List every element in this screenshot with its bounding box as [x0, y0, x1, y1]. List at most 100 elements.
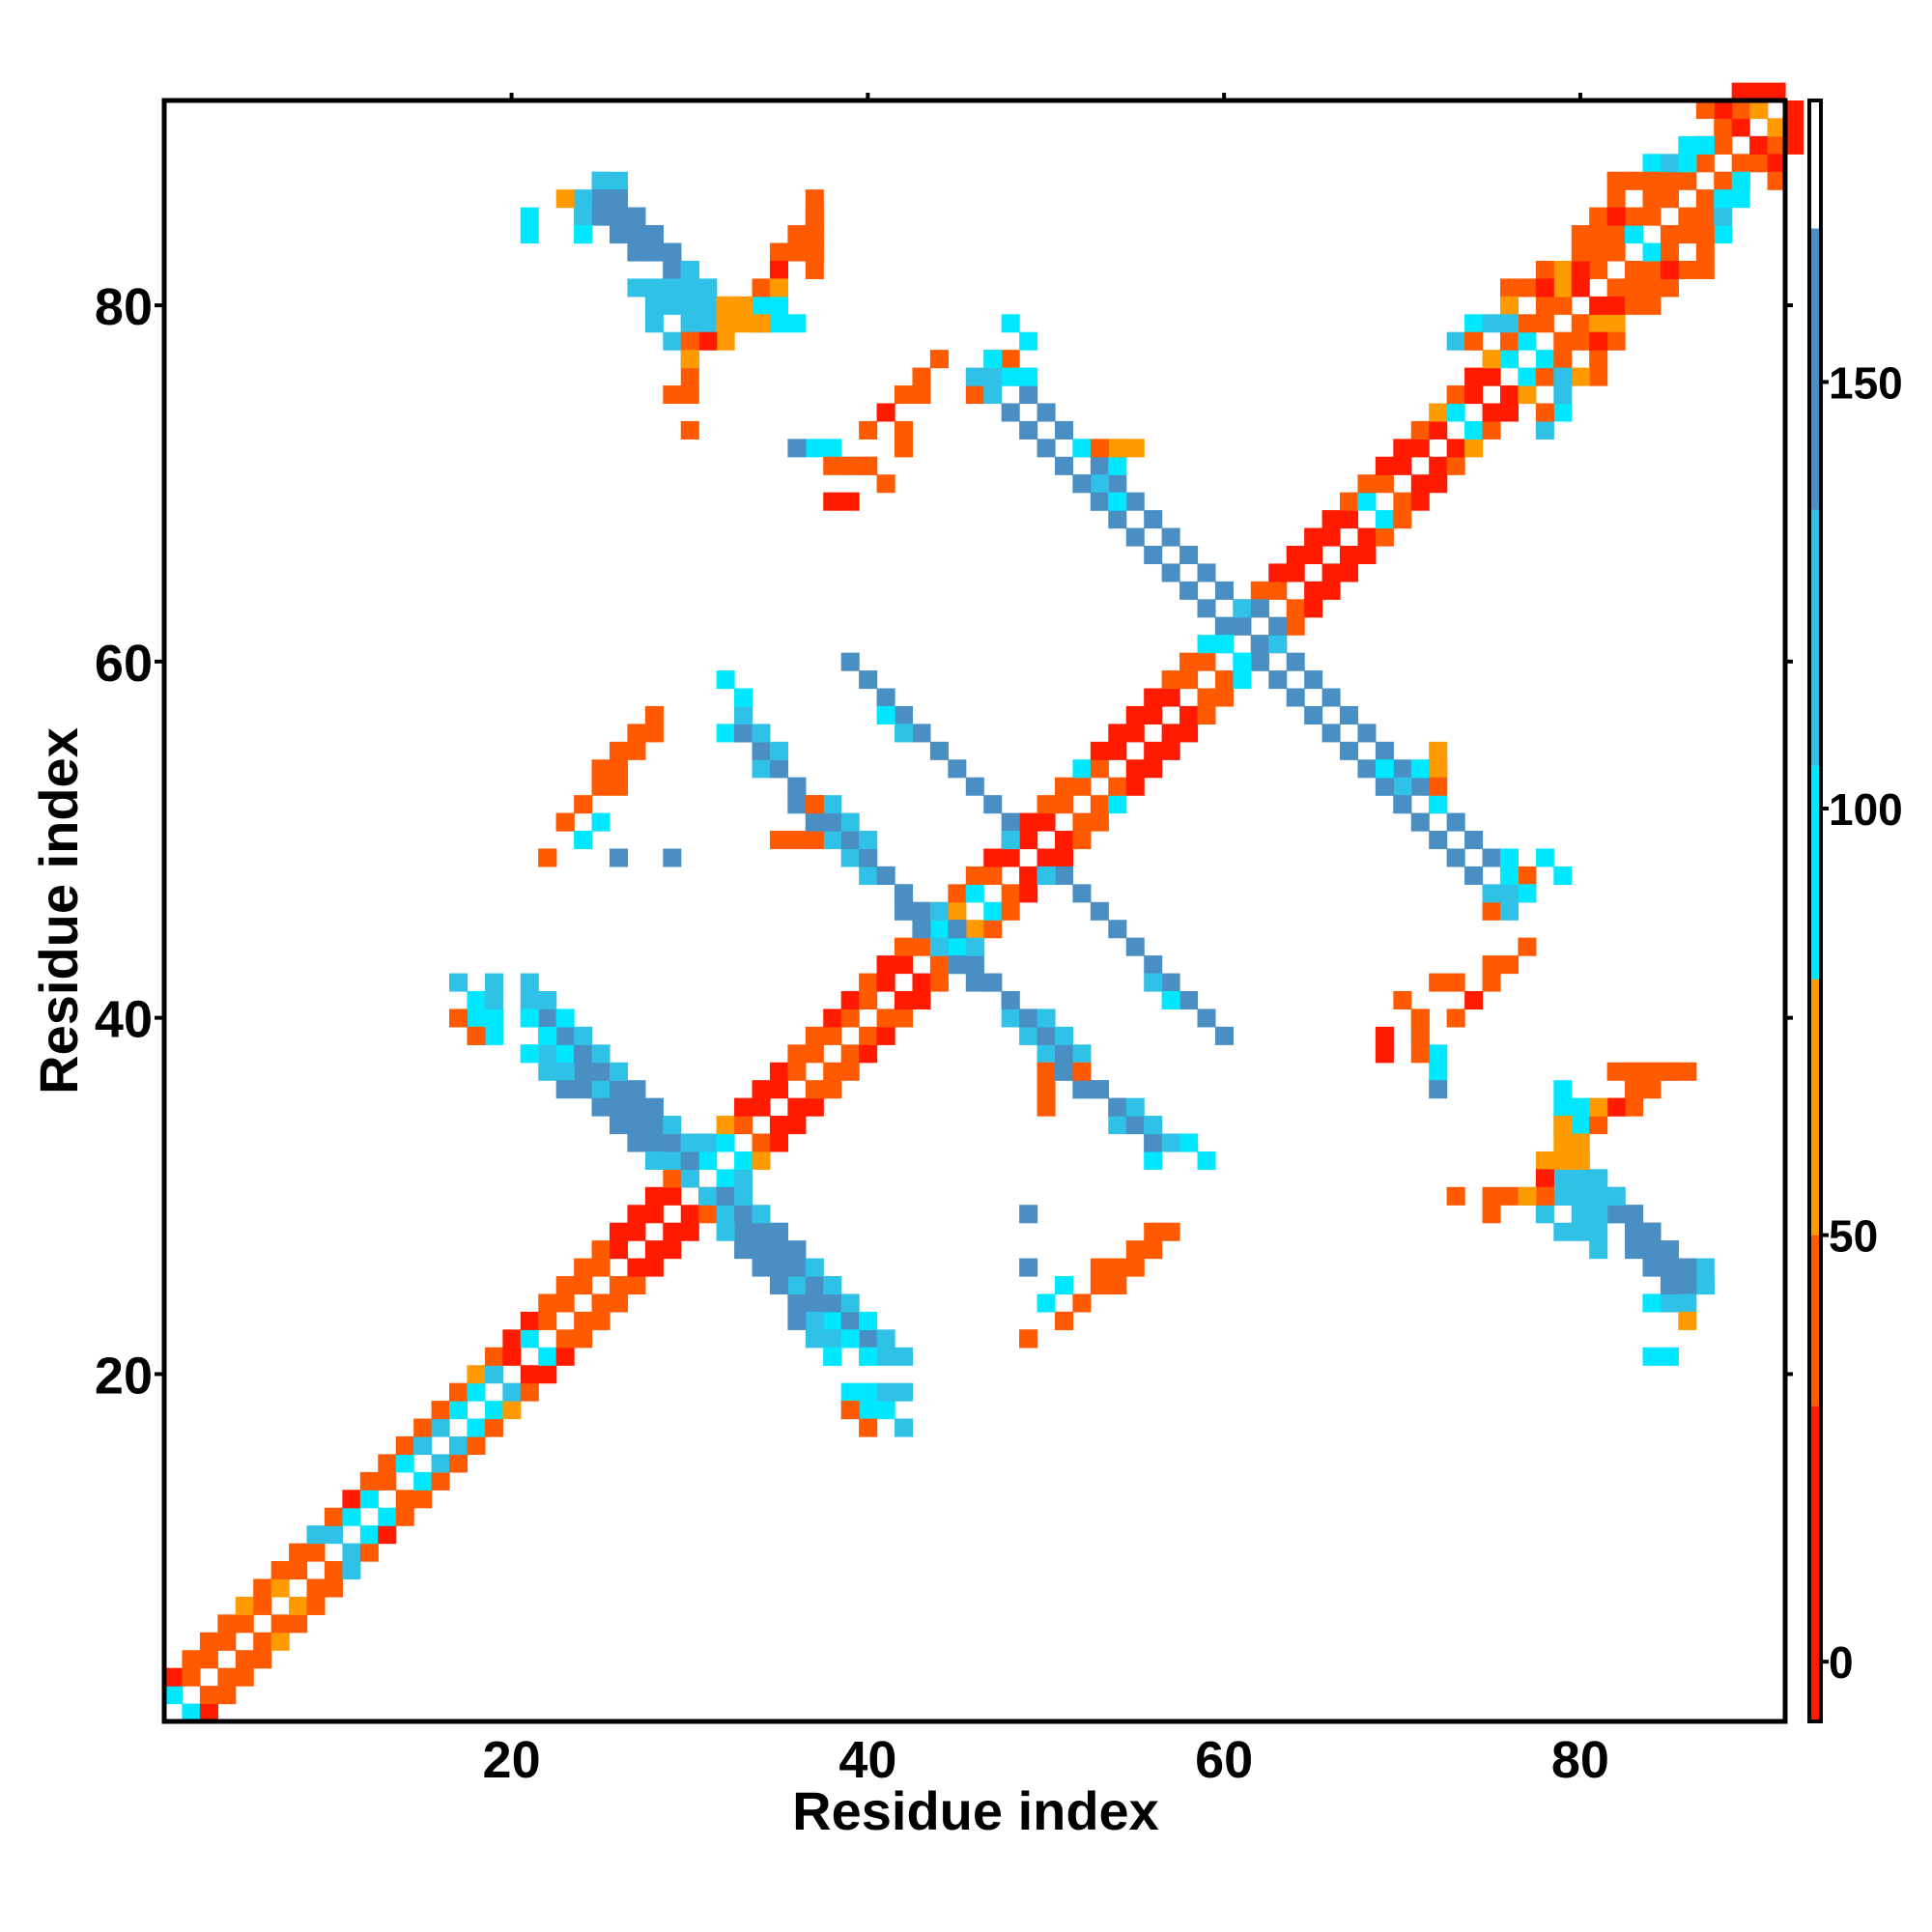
heatmap-cell: [1571, 1133, 1590, 1152]
heatmap-cell: [698, 1205, 718, 1224]
heatmap-cell: [520, 1365, 539, 1384]
heatmap-cell: [1571, 1151, 1590, 1170]
heatmap-cell: [609, 777, 629, 796]
heatmap-cell: [1108, 1276, 1127, 1295]
heatmap-cell: [1161, 563, 1180, 582]
heatmap-cell: [1090, 1276, 1109, 1295]
heatmap-cell: [1642, 1240, 1662, 1260]
heatmap-cell: [1037, 1062, 1056, 1081]
heatmap-cell: [1767, 118, 1786, 137]
heatmap-cell: [1499, 884, 1520, 903]
heatmap-cell: [1625, 207, 1644, 226]
heatmap-cell: [199, 1703, 218, 1722]
heatmap-cell: [324, 1561, 343, 1580]
heatmap-cell: [1125, 705, 1145, 724]
colorbar-band: [1809, 1406, 1821, 1721]
heatmap-cell: [734, 1116, 753, 1135]
heatmap-cell: [1072, 439, 1092, 458]
heatmap-cell: [1019, 1329, 1038, 1349]
heatmap-cell: [289, 1614, 308, 1634]
heatmap-cell: [270, 1561, 290, 1580]
heatmap-cell: [591, 1080, 611, 1099]
heatmap-cell: [1767, 82, 1786, 101]
heatmap-cell: [1250, 581, 1269, 600]
heatmap-cell: [1464, 831, 1484, 850]
heatmap-cell: [644, 296, 664, 315]
heatmap-cell: [1553, 350, 1573, 369]
heatmap-cell: [1446, 848, 1465, 867]
heatmap-cell: [1340, 510, 1359, 529]
heatmap-cell: [289, 1596, 308, 1615]
heatmap-cell: [1340, 705, 1359, 724]
heatmap-cell: [895, 420, 914, 440]
heatmap-cell: [680, 350, 699, 369]
heatmap-cell: [876, 866, 895, 885]
heatmap-cell: [752, 296, 771, 315]
heatmap-cell: [680, 1151, 699, 1170]
heatmap-cell: [983, 901, 1003, 921]
heatmap-cell: [1553, 1169, 1573, 1188]
heatmap-cell: [555, 189, 575, 209]
y-axis: 20 40 60 80: [95, 278, 1793, 1405]
heatmap-cell: [1767, 135, 1786, 155]
heatmap-cell: [1695, 207, 1715, 226]
heatmap-cell: [840, 848, 860, 867]
heatmap-cell: [1678, 1258, 1697, 1277]
heatmap-cell: [663, 1240, 682, 1260]
heatmap-cell: [1321, 527, 1341, 547]
heatmap-cell: [1535, 848, 1554, 867]
heatmap-cell: [484, 1009, 503, 1028]
heatmap-cell: [1161, 724, 1180, 743]
heatmap-cell: [1125, 492, 1145, 511]
heatmap-cell: [1499, 866, 1520, 885]
heatmap-cell: [1606, 189, 1626, 209]
heatmap-cell: [1553, 385, 1573, 405]
heatmap-cell: [1464, 990, 1484, 1010]
heatmap-cell: [1714, 207, 1733, 226]
heatmap-cell: [1482, 1186, 1501, 1206]
heatmap-cell: [1375, 510, 1394, 529]
heatmap-cell: [1499, 385, 1520, 405]
heatmap-cell: [1695, 1276, 1715, 1295]
heatmap-cell: [876, 1009, 895, 1028]
heatmap-cell: [1446, 1186, 1465, 1206]
heatmap-cell: [1001, 848, 1020, 867]
heatmap-cell: [1429, 795, 1448, 814]
heatmap-cell: [1464, 314, 1484, 333]
heatmap-cell: [965, 367, 984, 386]
heatmap-cell: [876, 955, 895, 975]
heatmap-cell: [1233, 652, 1252, 671]
heatmap-cell: [734, 1205, 753, 1224]
heatmap-cell: [1589, 331, 1608, 351]
heatmap-cell: [1535, 314, 1554, 333]
heatmap-cell: [859, 973, 878, 992]
heatmap-cell: [680, 331, 699, 351]
heatmap-cell: [1714, 225, 1733, 244]
heatmap-cell: [1125, 777, 1145, 796]
heatmap-cell: [520, 1009, 539, 1028]
heatmap-cell: [1625, 171, 1644, 190]
heatmap-cell: [1606, 225, 1626, 244]
heatmap-cell: [555, 1293, 575, 1313]
heatmap-cell: [912, 724, 931, 743]
colorbar-band: [1809, 765, 1821, 980]
colorbar-tick-label: 150: [1829, 357, 1903, 408]
heatmap-cell: [1410, 777, 1430, 796]
heatmap-cell: [1090, 741, 1109, 760]
heatmap-cell: [591, 171, 611, 190]
heatmap-cell: [574, 225, 593, 244]
heatmap-cell: [1161, 741, 1180, 760]
heatmap-cell: [1286, 652, 1305, 671]
heatmap-cell: [591, 189, 611, 209]
heatmap-cell: [574, 189, 593, 209]
heatmap-cell: [449, 1382, 469, 1402]
heatmap-cell: [1553, 1186, 1573, 1206]
heatmap-cell: [805, 1258, 824, 1277]
heatmap-cell: [1571, 1222, 1590, 1241]
heatmap-cell: [787, 1311, 807, 1330]
heatmap-cell: [342, 1543, 361, 1562]
heatmap-cell: [644, 314, 664, 333]
heatmap-cell: [1695, 1258, 1715, 1277]
heatmap-cell: [1606, 296, 1626, 315]
heatmap-cell: [1054, 1276, 1074, 1295]
